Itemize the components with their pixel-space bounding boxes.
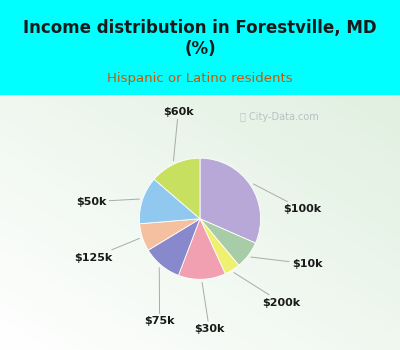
Wedge shape [148, 219, 200, 275]
Text: $75k: $75k [144, 268, 175, 326]
Text: $10k: $10k [251, 257, 322, 269]
Wedge shape [200, 219, 239, 274]
Text: Income distribution in Forestville, MD
(%): Income distribution in Forestville, MD (… [23, 19, 377, 58]
Text: $60k: $60k [163, 107, 194, 161]
Text: Hispanic or Latino residents: Hispanic or Latino residents [107, 72, 293, 85]
Wedge shape [154, 158, 200, 219]
Text: ⓘ City-Data.com: ⓘ City-Data.com [240, 112, 318, 122]
Text: $125k: $125k [74, 238, 140, 262]
Text: $100k: $100k [253, 184, 322, 215]
Wedge shape [140, 219, 200, 250]
Text: $50k: $50k [76, 197, 140, 206]
Wedge shape [200, 158, 260, 243]
Text: $30k: $30k [194, 282, 224, 334]
Wedge shape [178, 219, 225, 279]
Wedge shape [140, 179, 200, 224]
Text: $200k: $200k [234, 273, 301, 308]
Wedge shape [200, 219, 256, 265]
